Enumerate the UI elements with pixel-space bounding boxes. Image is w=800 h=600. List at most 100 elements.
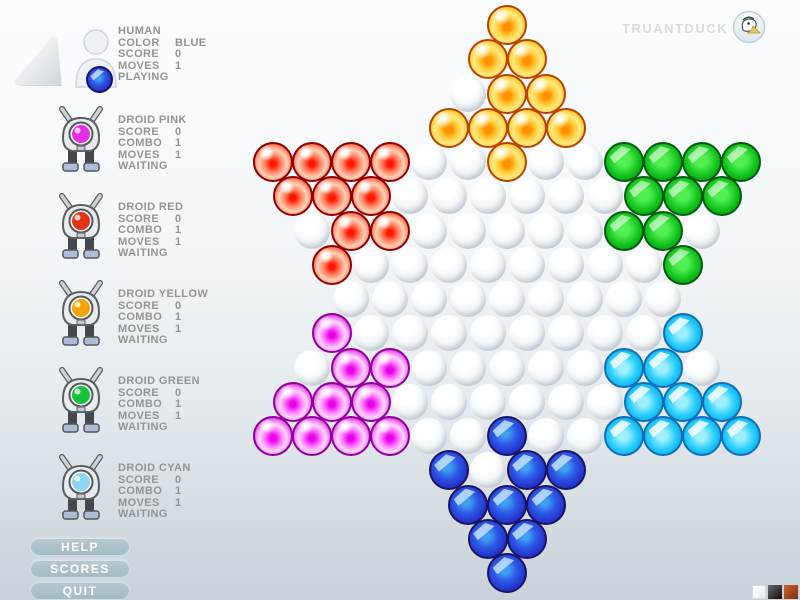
- board-hole[interactable]: [391, 178, 428, 215]
- marble-cyan[interactable]: [682, 416, 722, 456]
- board-hole[interactable]: [528, 144, 564, 180]
- board-hole[interactable]: [508, 383, 545, 420]
- board-hole[interactable]: [391, 246, 428, 283]
- marble-magenta[interactable]: [292, 416, 332, 456]
- marble-yellow[interactable]: [506, 39, 547, 80]
- marble-red[interactable]: [292, 142, 332, 182]
- marble-green[interactable]: [643, 210, 683, 251]
- board-hole[interactable]: [508, 246, 545, 283]
- marble-green[interactable]: [721, 142, 761, 182]
- help-button[interactable]: HELP: [30, 537, 130, 556]
- board-hole[interactable]: [489, 281, 525, 317]
- marble-magenta[interactable]: [311, 381, 352, 422]
- board-hole[interactable]: [547, 383, 584, 420]
- board-hole[interactable]: [586, 315, 623, 352]
- marble-blue[interactable]: [506, 450, 547, 491]
- board-hole[interactable]: [528, 281, 564, 317]
- board-hole[interactable]: [430, 315, 467, 352]
- board-hole[interactable]: [567, 418, 603, 454]
- theme-swatch-dark[interactable]: [768, 585, 782, 599]
- scores-button[interactable]: SCORES: [30, 559, 130, 578]
- board-hole[interactable]: [450, 281, 486, 317]
- marble-cyan[interactable]: [604, 347, 644, 388]
- board-hole[interactable]: [352, 246, 389, 283]
- marble-yellow[interactable]: [428, 107, 469, 148]
- board-hole[interactable]: [567, 212, 603, 249]
- marble-blue[interactable]: [545, 450, 586, 491]
- board-hole[interactable]: [391, 383, 428, 420]
- board-hole[interactable]: [450, 418, 486, 454]
- board-hole[interactable]: [489, 212, 525, 249]
- board-hole[interactable]: [333, 281, 369, 317]
- marble-yellow[interactable]: [487, 73, 527, 114]
- marble-green[interactable]: [623, 176, 664, 217]
- board-hole[interactable]: [684, 349, 720, 386]
- board-hole[interactable]: [411, 418, 447, 454]
- board-hole[interactable]: [528, 418, 564, 454]
- board-hole[interactable]: [528, 212, 564, 249]
- marble-red[interactable]: [350, 176, 391, 217]
- marble-cyan[interactable]: [643, 416, 683, 456]
- board-hole[interactable]: [567, 144, 603, 180]
- marble-red[interactable]: [311, 176, 352, 217]
- board-hole[interactable]: [450, 75, 486, 112]
- board-hole[interactable]: [586, 178, 623, 215]
- marble-red[interactable]: [331, 210, 371, 251]
- board-hole[interactable]: [508, 315, 545, 352]
- board-hole[interactable]: [430, 178, 467, 215]
- board-hole[interactable]: [411, 144, 447, 180]
- marble-magenta[interactable]: [253, 416, 293, 456]
- board-hole[interactable]: [586, 246, 623, 283]
- board-hole[interactable]: [489, 349, 525, 386]
- board-hole[interactable]: [567, 349, 603, 386]
- board-hole[interactable]: [625, 315, 662, 352]
- board-hole[interactable]: [430, 246, 467, 283]
- board-hole[interactable]: [294, 349, 330, 386]
- marble-red[interactable]: [272, 176, 313, 217]
- marble-cyan[interactable]: [662, 381, 703, 422]
- board-hole[interactable]: [586, 383, 623, 420]
- marble-cyan[interactable]: [721, 416, 761, 456]
- marble-green[interactable]: [662, 244, 703, 285]
- board-hole[interactable]: [606, 281, 642, 317]
- board-hole[interactable]: [391, 315, 428, 352]
- marble-green[interactable]: [701, 176, 742, 217]
- board-hole[interactable]: [411, 212, 447, 249]
- marble-yellow[interactable]: [487, 142, 527, 182]
- theme-swatch-light[interactable]: [752, 585, 766, 599]
- marble-green[interactable]: [604, 210, 644, 251]
- marble-magenta[interactable]: [311, 313, 352, 354]
- marble-magenta[interactable]: [331, 416, 371, 456]
- marble-red[interactable]: [370, 210, 410, 251]
- marble-red[interactable]: [311, 244, 352, 285]
- quit-button[interactable]: QUIT: [30, 581, 130, 600]
- marble-yellow[interactable]: [506, 107, 547, 148]
- board-hole[interactable]: [294, 212, 330, 249]
- board-hole[interactable]: [508, 178, 545, 215]
- board-hole[interactable]: [469, 315, 506, 352]
- board-hole[interactable]: [625, 246, 662, 283]
- marble-magenta[interactable]: [331, 347, 371, 388]
- board-hole[interactable]: [567, 281, 603, 317]
- board-hole[interactable]: [469, 246, 506, 283]
- marble-yellow[interactable]: [467, 107, 508, 148]
- board-hole[interactable]: [450, 144, 486, 180]
- marble-cyan[interactable]: [604, 416, 644, 456]
- marble-blue[interactable]: [506, 518, 547, 559]
- marble-magenta[interactable]: [350, 381, 391, 422]
- board-hole[interactable]: [469, 452, 506, 489]
- marble-blue[interactable]: [487, 484, 527, 525]
- board-hole[interactable]: [469, 383, 506, 420]
- marble-magenta[interactable]: [370, 347, 410, 388]
- board-hole[interactable]: [372, 281, 408, 317]
- marble-cyan[interactable]: [643, 347, 683, 388]
- theme-swatch-rust[interactable]: [784, 585, 798, 599]
- marble-red[interactable]: [370, 142, 410, 182]
- board-hole[interactable]: [684, 212, 720, 249]
- marble-cyan[interactable]: [701, 381, 742, 422]
- marble-blue[interactable]: [526, 484, 566, 525]
- marble-blue[interactable]: [487, 553, 527, 593]
- marble-blue[interactable]: [428, 450, 469, 491]
- board-hole[interactable]: [352, 315, 389, 352]
- marble-blue[interactable]: [487, 416, 527, 456]
